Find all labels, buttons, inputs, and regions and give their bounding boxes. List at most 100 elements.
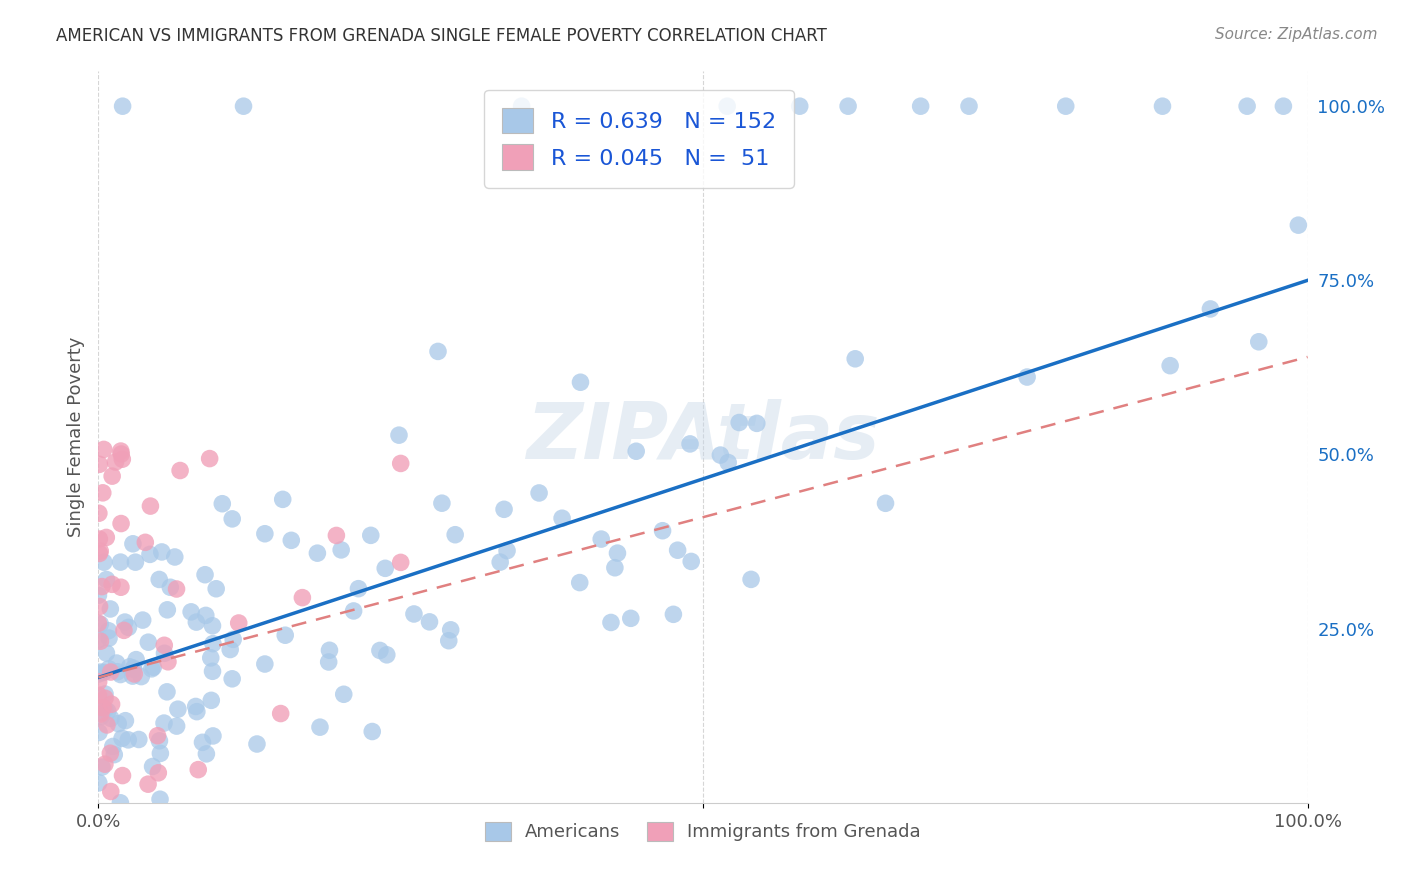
Point: [232, 99, 254, 113]
Point: [662, 607, 685, 622]
Point: [591, 532, 613, 546]
Point: [87, 667, 110, 681]
Point: [87, 688, 110, 702]
Point: [360, 528, 382, 542]
Point: [716, 99, 738, 113]
Point: [111, 452, 134, 467]
Point: [117, 732, 139, 747]
Point: [620, 611, 643, 625]
Point: [107, 716, 129, 731]
Point: [136, 777, 159, 791]
Point: [117, 620, 139, 634]
Point: [90, 580, 112, 594]
Point: [375, 648, 398, 662]
Point: [789, 99, 811, 113]
Point: [186, 705, 208, 719]
Point: [246, 737, 269, 751]
Point: [221, 512, 243, 526]
Point: [166, 719, 188, 733]
Point: [347, 582, 370, 596]
Point: [122, 662, 145, 676]
Point: [837, 99, 859, 113]
Point: [389, 457, 412, 471]
Point: [94, 702, 117, 716]
Point: [103, 747, 125, 762]
Point: [198, 451, 221, 466]
Point: [651, 524, 673, 538]
Point: [98, 602, 121, 616]
Point: [291, 591, 314, 605]
Point: [163, 549, 186, 564]
Point: [142, 759, 165, 773]
Point: [1199, 301, 1222, 316]
Point: [97, 624, 120, 638]
Point: [129, 670, 152, 684]
Point: [93, 442, 115, 457]
Point: [211, 497, 233, 511]
Point: [180, 605, 202, 619]
Point: [169, 463, 191, 477]
Point: [187, 763, 209, 777]
Point: [228, 615, 250, 630]
Point: [194, 567, 217, 582]
Point: [568, 575, 591, 590]
Point: [100, 784, 122, 798]
Point: [745, 417, 768, 431]
Point: [191, 735, 214, 749]
Point: [343, 604, 366, 618]
Point: [156, 655, 179, 669]
Point: [200, 651, 222, 665]
Point: [624, 444, 647, 458]
Point: [496, 543, 519, 558]
Point: [136, 635, 159, 649]
Point: [87, 776, 110, 790]
Point: [957, 99, 980, 113]
Point: [97, 662, 120, 676]
Point: [166, 582, 188, 596]
Point: [114, 615, 136, 629]
Point: [110, 555, 132, 569]
Point: [110, 796, 132, 810]
Point: [87, 674, 110, 689]
Point: [1286, 218, 1309, 232]
Point: [437, 633, 460, 648]
Point: [569, 376, 592, 390]
Point: [1159, 359, 1181, 373]
Point: [105, 656, 128, 670]
Legend: Americans, Immigrants from Grenada: Americans, Immigrants from Grenada: [478, 814, 928, 848]
Point: [98, 631, 121, 645]
Point: [280, 533, 302, 548]
Point: [87, 588, 110, 602]
Point: [124, 555, 146, 569]
Point: [111, 99, 134, 113]
Point: [156, 685, 179, 699]
Y-axis label: Single Female Poverty: Single Female Poverty: [66, 337, 84, 537]
Point: [430, 496, 453, 510]
Point: [89, 599, 111, 614]
Point: [361, 724, 384, 739]
Point: [717, 456, 740, 470]
Point: [527, 486, 550, 500]
Point: [1017, 370, 1039, 384]
Point: [97, 704, 120, 718]
Point: [309, 720, 332, 734]
Point: [159, 580, 181, 594]
Point: [307, 546, 329, 560]
Point: [122, 537, 145, 551]
Point: [101, 739, 124, 754]
Point: [111, 768, 134, 782]
Point: [110, 516, 132, 531]
Point: [110, 447, 132, 461]
Point: [89, 617, 111, 632]
Point: [87, 725, 110, 739]
Point: [93, 665, 115, 680]
Point: [681, 554, 703, 568]
Point: [709, 448, 731, 462]
Point: [87, 616, 110, 631]
Point: [87, 506, 110, 520]
Point: [87, 632, 110, 647]
Point: [122, 661, 145, 675]
Point: [1247, 334, 1270, 349]
Point: [114, 714, 136, 728]
Point: [332, 687, 354, 701]
